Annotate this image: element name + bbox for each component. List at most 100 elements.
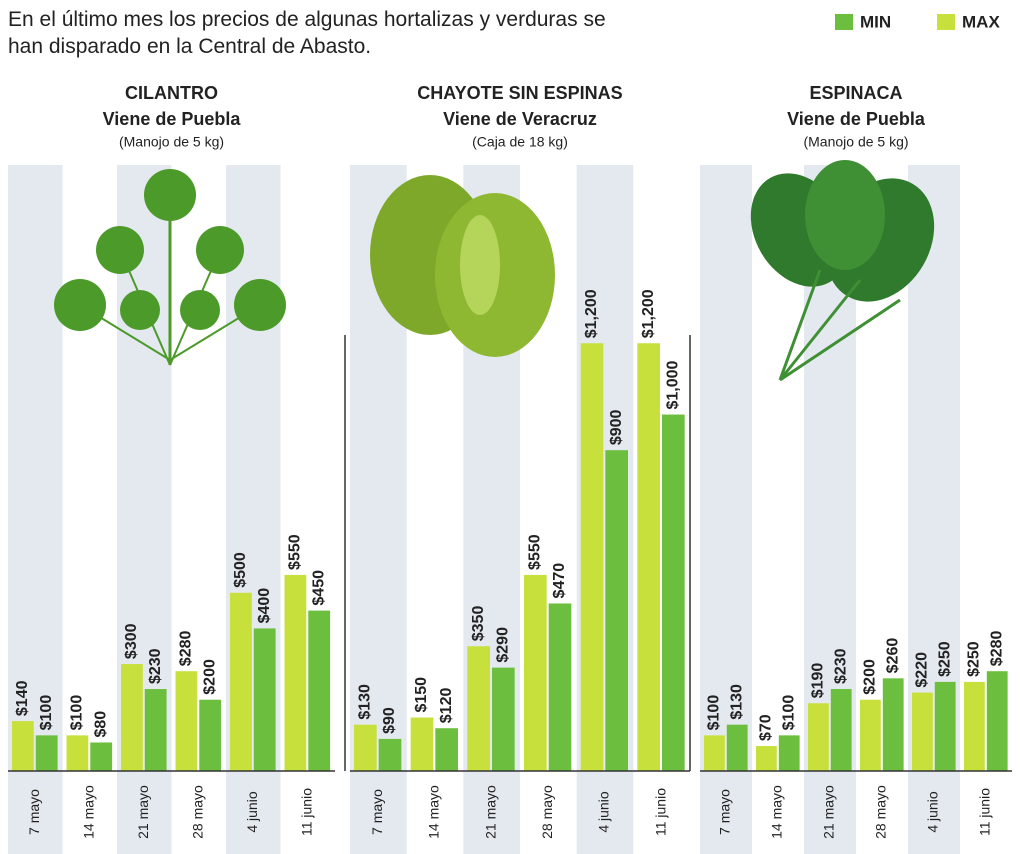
panel-unit: (Manojo de 5 kg) (119, 134, 224, 150)
x-tick-label: 11 junio (298, 788, 314, 836)
value-label: $130 (728, 684, 745, 720)
bar (549, 603, 572, 771)
bar (964, 682, 985, 771)
value-label: $550 (287, 534, 304, 570)
legend-swatch (835, 14, 853, 30)
bar (411, 718, 434, 771)
value-label: $100 (38, 695, 55, 731)
panel-unit: (Caja de 18 kg) (472, 134, 568, 150)
value-label: $470 (551, 563, 568, 599)
x-tick-label: 4 junio (596, 791, 612, 832)
bar (492, 668, 515, 771)
x-tick-label: 14 mayo (426, 785, 442, 839)
value-label: $300 (123, 623, 140, 659)
value-label: $230 (832, 648, 849, 684)
x-tick-label: 21 mayo (135, 785, 151, 839)
value-label: $200 (862, 659, 879, 695)
value-label: $1,000 (665, 360, 682, 409)
value-label: $200 (201, 659, 218, 695)
value-label: $220 (914, 652, 931, 688)
bar (12, 721, 34, 771)
value-label: $250 (966, 641, 983, 677)
value-label: $1,200 (583, 289, 600, 338)
x-tick-label: 28 mayo (189, 785, 205, 839)
chart: MIN MAX CILANTRO Viene de Puebla (Manojo de … (0, 0, 1020, 854)
value-label: $350 (470, 606, 487, 642)
x-tick-label: 11 junio (652, 788, 668, 836)
panel-title: CILANTRO (125, 83, 218, 103)
bar (176, 671, 198, 771)
bar (662, 415, 685, 771)
panel-origin: Viene de Puebla (103, 109, 242, 129)
value-label: $120 (438, 688, 455, 724)
x-tick-label: 14 mayo (80, 785, 96, 839)
bar (987, 671, 1008, 771)
panel-title: ESPINACA (809, 83, 902, 103)
bar (605, 450, 628, 771)
bar (524, 575, 547, 771)
value-label: $260 (884, 638, 901, 674)
value-label: $190 (810, 663, 827, 699)
x-tick-label: 11 junio (977, 788, 993, 836)
x-tick-label: 4 junio (244, 791, 260, 832)
bar (727, 725, 748, 771)
bar (912, 693, 933, 771)
x-tick-label: 7 mayo (717, 789, 733, 835)
value-label: $90 (381, 707, 398, 734)
bar (90, 742, 112, 771)
bar (831, 689, 852, 771)
bar (435, 728, 458, 771)
panel-unit: (Manojo de 5 kg) (803, 134, 908, 150)
bar (308, 611, 330, 771)
x-tick-label: 28 mayo (539, 785, 555, 839)
value-label: $500 (232, 552, 249, 588)
bar (36, 735, 58, 771)
bar (883, 678, 904, 771)
x-tick-label: 7 mayo (26, 789, 42, 835)
x-tick-label: 28 mayo (873, 785, 889, 839)
legend-swatch (937, 14, 955, 30)
value-label: $140 (14, 680, 31, 716)
value-label: $250 (936, 641, 953, 677)
panel-origin: Viene de Puebla (787, 109, 926, 129)
value-label: $280 (178, 630, 195, 666)
legend-label: MAX (962, 12, 1000, 31)
legend-label: MIN (860, 12, 891, 31)
bar (145, 689, 167, 771)
bar (935, 682, 956, 771)
value-label: $1,200 (640, 289, 657, 338)
bar (67, 735, 89, 771)
x-tick-label: 7 mayo (369, 789, 385, 835)
x-tick-label: 4 junio (925, 791, 941, 832)
bar (704, 735, 725, 771)
panel-title: CHAYOTE SIN ESPINAS (417, 83, 622, 103)
value-label: $70 (758, 714, 775, 741)
bar (808, 703, 829, 771)
infographic: MIN MAX CILANTRO Viene de Puebla (Manojo de … (0, 0, 1020, 854)
value-label: $400 (256, 588, 273, 624)
x-tick-label: 14 mayo (769, 785, 785, 839)
bar (379, 739, 402, 771)
bar (354, 725, 377, 771)
value-label: $230 (147, 648, 164, 684)
value-label: $100 (706, 695, 723, 731)
value-label: $80 (92, 711, 109, 738)
bar (637, 343, 660, 771)
x-tick-label: 21 mayo (482, 785, 498, 839)
bar (199, 700, 221, 771)
bar (230, 593, 252, 771)
bar (779, 735, 800, 771)
bar (756, 746, 777, 771)
value-label: $450 (310, 570, 327, 606)
bar (285, 575, 307, 771)
value-label: $550 (527, 534, 544, 570)
bar (254, 628, 276, 771)
panel-origin: Viene de Veracruz (443, 109, 597, 129)
bar (121, 664, 143, 771)
value-label: $290 (495, 627, 512, 663)
bar (860, 700, 881, 771)
value-label: $900 (608, 409, 625, 445)
bar (581, 343, 604, 771)
value-label: $100 (780, 695, 797, 731)
bar (467, 646, 490, 771)
